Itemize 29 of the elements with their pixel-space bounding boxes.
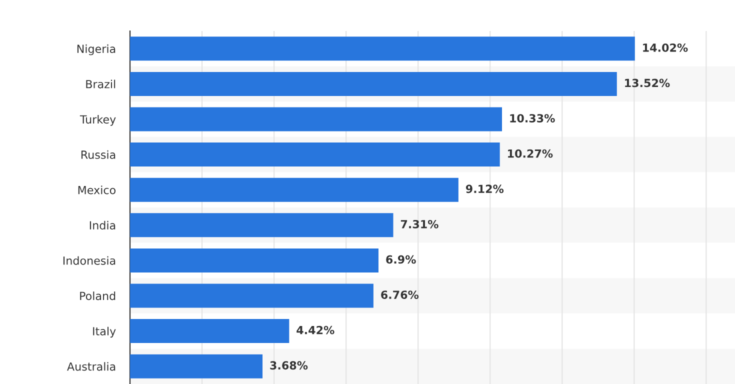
- bar: [130, 319, 290, 344]
- data-label: 3.68%: [270, 361, 308, 370]
- y-tick-label: Indonesia: [63, 256, 116, 265]
- data-label: 6.76%: [381, 290, 419, 299]
- bar: [130, 107, 502, 132]
- data-label: 6.9%: [386, 255, 416, 264]
- bar: [130, 36, 635, 61]
- data-label: 13.52%: [625, 78, 670, 88]
- data-label: 14.02%: [643, 43, 688, 52]
- data-label: 9.12%: [466, 184, 504, 194]
- bar: [130, 142, 500, 167]
- y-tick-label: Mexico: [78, 186, 116, 194]
- y-tick-label: Russia: [81, 150, 116, 159]
- y-tick-label: India: [90, 220, 116, 230]
- y-tick-label: Italy: [93, 326, 116, 338]
- data-label: 7.31%: [400, 220, 438, 228]
- bar: [130, 284, 374, 308]
- y-tick-label: Brazil: [86, 80, 116, 88]
- data-label: 10.33%: [510, 114, 555, 122]
- bar: [130, 248, 378, 272]
- data-label: 10.27%: [508, 149, 553, 158]
- y-tick-label: Australia: [67, 362, 116, 371]
- y-tick-label: Turkey: [80, 115, 116, 126]
- data-label: 4.42%: [296, 326, 334, 334]
- bar: [130, 354, 263, 378]
- y-tick-label: Poland: [80, 292, 116, 300]
- bar: [130, 213, 394, 238]
- y-tick-label: Nigeria: [77, 44, 116, 56]
- bar: [130, 178, 458, 202]
